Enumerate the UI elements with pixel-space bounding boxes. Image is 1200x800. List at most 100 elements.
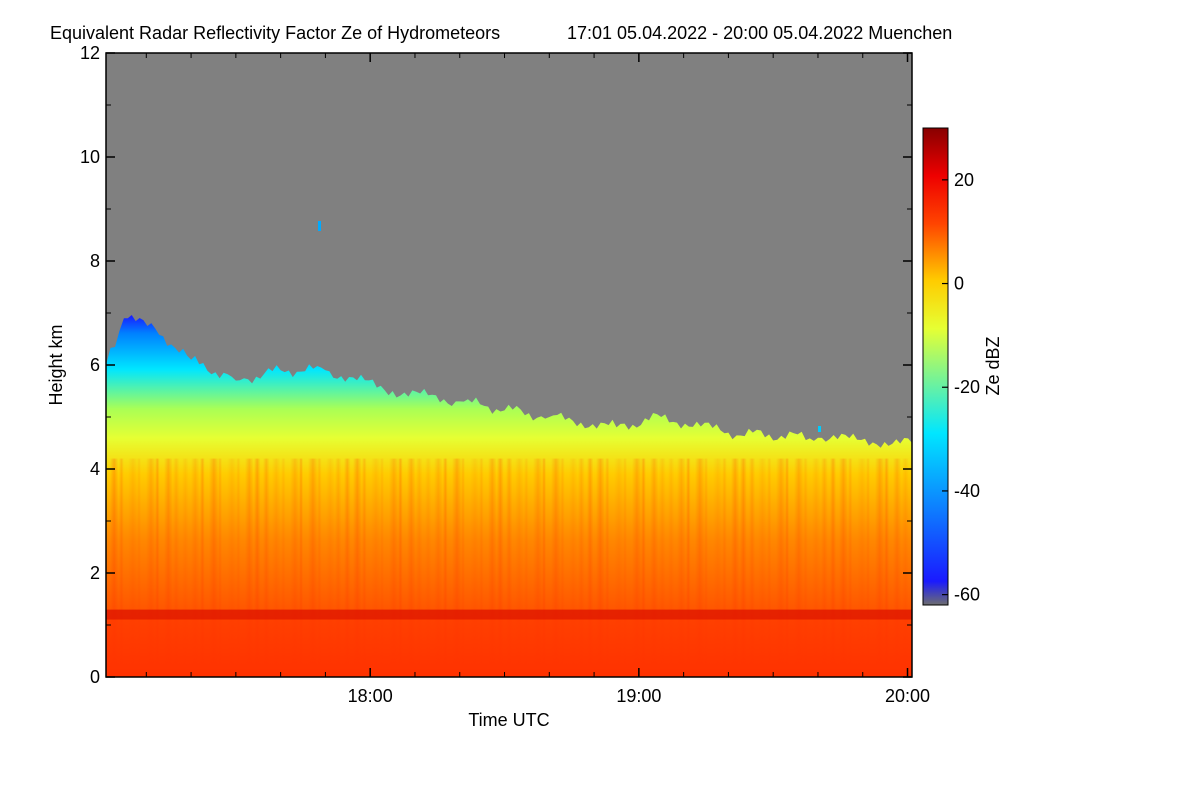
fall-streak [560, 458, 565, 677]
fall-streak [578, 458, 585, 677]
fall-streak [317, 458, 322, 677]
fall-streak [812, 458, 821, 677]
fall-streak [659, 458, 666, 677]
colorbar [922, 127, 949, 606]
fall-streak [587, 458, 594, 677]
fall-streak [830, 458, 837, 677]
y-tick-label: 6 [90, 355, 100, 375]
fall-streak [767, 458, 772, 677]
fall-streak [380, 458, 385, 677]
fall-streak [695, 458, 705, 677]
fall-streak [677, 458, 686, 677]
fall-streak [272, 458, 281, 677]
fall-streak [821, 458, 828, 677]
chart-title: Equivalent Radar Reflectivity Factor Ze … [50, 23, 500, 43]
fall-streak [218, 458, 223, 677]
near-ground-layer [106, 619, 912, 677]
x-tick-label: 18:00 [348, 686, 393, 706]
colorbar-tick-label: 20 [954, 170, 974, 190]
fall-streak [155, 458, 160, 677]
fall-streak [245, 458, 254, 677]
fall-streak [641, 458, 646, 677]
colorbar-ticks: 20 0 -20 -40 -60 [942, 170, 980, 605]
y-tick-label: 10 [80, 147, 100, 167]
fall-streak [110, 458, 119, 677]
fall-streak [650, 458, 659, 677]
plot-area [106, 53, 912, 677]
fall-streak [398, 458, 403, 677]
fall-streak [299, 458, 304, 677]
fall-streak [371, 458, 381, 677]
fall-streak [236, 458, 241, 677]
fall-streak [497, 458, 504, 677]
fall-streak [848, 458, 853, 677]
fall-streak [200, 458, 205, 677]
y-tick-label: 2 [90, 563, 100, 583]
fall-streak [452, 458, 462, 677]
fall-streak [551, 458, 561, 677]
fall-streak [686, 458, 691, 677]
fall-streak [506, 458, 513, 677]
fall-streak [605, 458, 610, 677]
fall-streak [839, 458, 848, 677]
fall-streak [146, 458, 156, 677]
fall-streak [227, 458, 237, 677]
fall-streak [866, 458, 871, 677]
fall-streak [326, 458, 335, 677]
y-axis: 0 2 4 6 8 10 12 [80, 43, 912, 687]
chart-subtitle: 17:01 05.04.2022 - 20:00 05.04.2022 Muen… [567, 23, 952, 43]
fall-streak [632, 458, 642, 677]
fall-streak [254, 458, 261, 677]
echo-speck [818, 426, 821, 432]
fall-streak [704, 458, 709, 677]
fall-streak [281, 458, 286, 677]
fall-streak [569, 458, 578, 677]
fall-streak [479, 458, 484, 677]
fall-streak [164, 458, 173, 677]
fall-streak [524, 458, 529, 677]
x-axis: 18:00 19:00 20:00 [145, 53, 930, 706]
fall-streak [596, 458, 605, 677]
fall-streak [425, 458, 432, 677]
fall-streak [776, 458, 786, 677]
fall-streak [443, 458, 448, 677]
colorbar-tick-label: -20 [954, 377, 980, 397]
y-tick-label: 4 [90, 459, 100, 479]
fall-streak [119, 458, 124, 677]
fall-streak [902, 458, 909, 677]
fall-streak [470, 458, 480, 677]
fall-streak [758, 458, 767, 677]
y-tick-label: 12 [80, 43, 100, 63]
fall-streak [335, 458, 342, 677]
fall-streak [290, 458, 300, 677]
fall-streak [389, 458, 399, 677]
fall-streak [542, 458, 547, 677]
fall-streak [884, 458, 890, 677]
fall-streak [488, 458, 497, 677]
fall-streak [353, 458, 362, 677]
fall-streak [137, 458, 142, 677]
y-tick-label: 8 [90, 251, 100, 271]
fall-streak [191, 458, 200, 677]
melting-layer-band [106, 609, 912, 620]
fall-streak [794, 458, 804, 677]
fall-streak [209, 458, 219, 677]
fall-streak [668, 458, 675, 677]
fall-streak [461, 458, 466, 677]
x-tick-label: 19:00 [616, 686, 661, 706]
colorbar-label: Ze dBZ [983, 336, 1003, 395]
fall-streak [533, 458, 543, 677]
fall-streak [803, 458, 808, 677]
fall-streak [407, 458, 416, 677]
colorbar-tick-label: -40 [954, 481, 980, 501]
fall-streak [614, 458, 624, 677]
fall-streak [344, 458, 351, 677]
fall-streak [623, 458, 628, 677]
fall-streak [434, 458, 443, 677]
fall-streak [875, 458, 885, 677]
echo-speck [318, 221, 321, 231]
fall-streak [722, 458, 727, 677]
x-axis-label: Time UTC [468, 710, 549, 730]
fall-streaks [110, 458, 912, 677]
